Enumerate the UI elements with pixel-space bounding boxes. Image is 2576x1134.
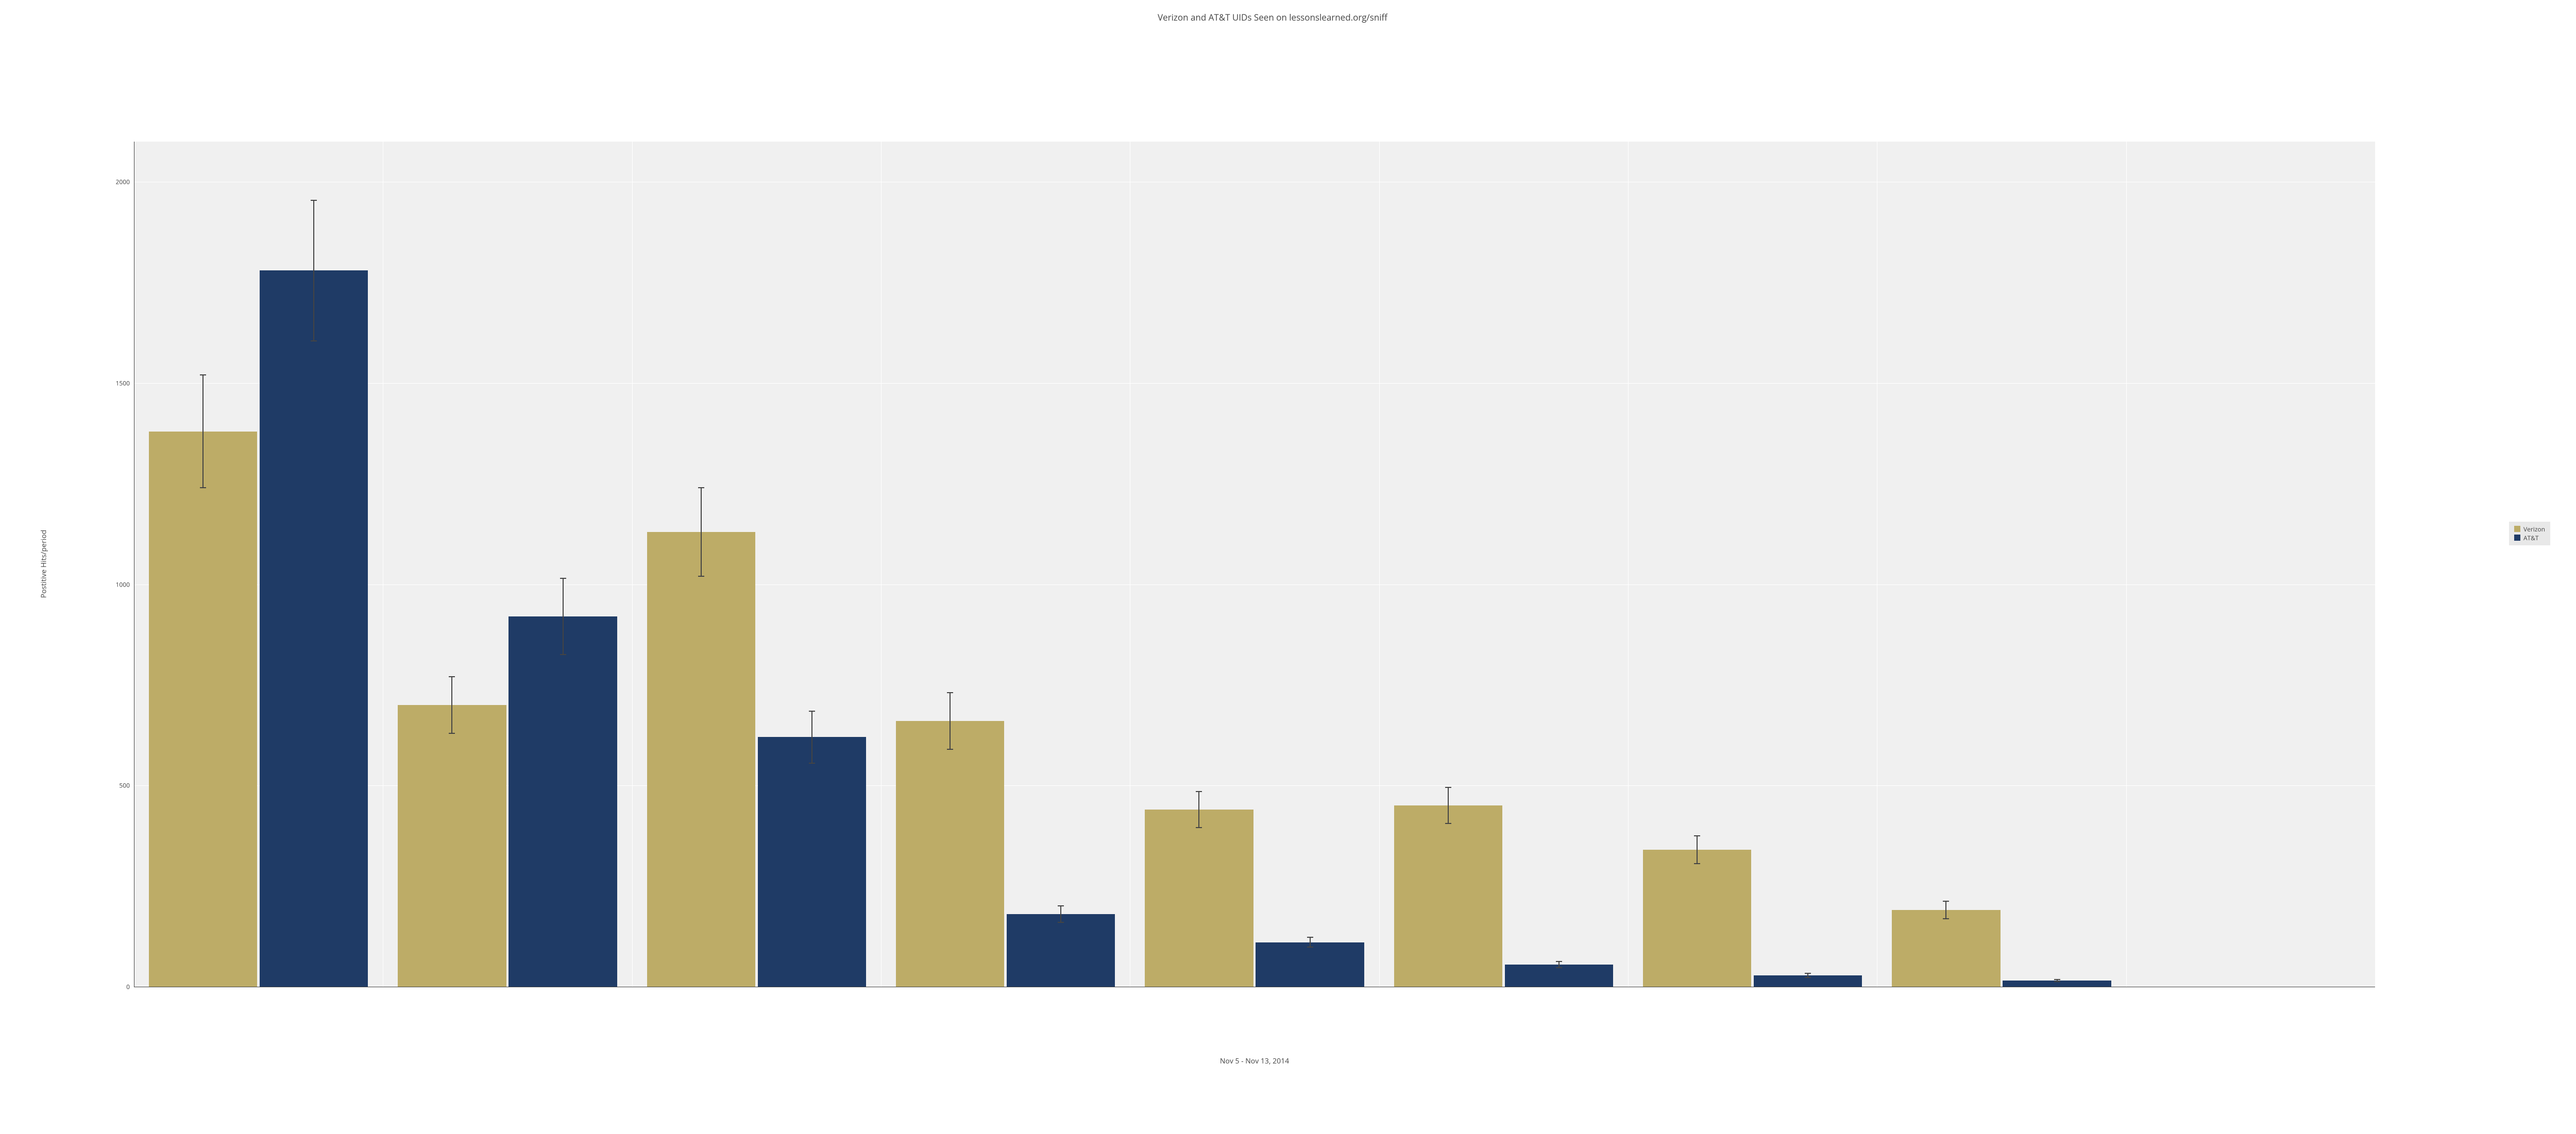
error-cap <box>809 711 815 712</box>
y-tick-label: 500 <box>119 781 134 790</box>
error-cap <box>311 200 317 201</box>
y-tick-label: 2000 <box>116 178 134 186</box>
error-cap <box>1445 823 1451 824</box>
error-cap <box>1196 827 1202 828</box>
error-cap <box>200 374 206 375</box>
error-cap <box>1058 905 1064 906</box>
error-bar <box>1198 792 1199 828</box>
gridline-vertical <box>881 142 882 986</box>
error-bar <box>451 677 452 733</box>
bar-verizon[interactable] <box>1145 810 1253 987</box>
y-tick-label: 0 <box>126 982 134 991</box>
gridline-vertical <box>2375 142 2376 986</box>
error-bar <box>202 375 204 488</box>
y-tick-label: 1000 <box>116 580 134 589</box>
error-cap <box>449 733 455 734</box>
bar-verizon[interactable] <box>1892 910 2000 986</box>
bar-att[interactable] <box>509 616 617 987</box>
legend-swatch <box>2514 526 2520 532</box>
error-cap <box>698 576 704 577</box>
bar-att[interactable] <box>758 737 866 986</box>
chart-container: Verizon and AT&T UIDs Seen on lessonslea… <box>0 0 2576 1134</box>
bar-verizon[interactable] <box>896 721 1004 987</box>
error-cap <box>2054 981 2060 982</box>
bar-verizon[interactable] <box>647 532 755 987</box>
error-bar <box>1448 787 1449 823</box>
legend-item[interactable]: Verizon <box>2514 525 2545 534</box>
error-cap <box>449 676 455 677</box>
error-cap <box>1943 918 1949 919</box>
error-bar <box>1060 906 1061 922</box>
error-bar <box>701 488 702 576</box>
error-bar <box>1697 836 1698 864</box>
y-tick-label: 1500 <box>116 379 134 387</box>
error-cap <box>947 749 953 750</box>
error-cap <box>1805 973 1811 974</box>
error-bar <box>563 578 564 655</box>
legend-label: AT&T <box>2523 534 2539 542</box>
gridline <box>134 383 2375 384</box>
error-cap <box>1694 835 1700 836</box>
error-cap <box>2054 979 2060 980</box>
error-cap <box>200 487 206 488</box>
bar-verizon[interactable] <box>398 705 506 987</box>
error-cap <box>947 692 953 693</box>
error-cap <box>560 578 566 579</box>
error-cap <box>311 340 317 341</box>
error-cap <box>698 487 704 488</box>
error-cap <box>1556 961 1562 962</box>
error-bar <box>811 711 812 764</box>
legend: VerizonAT&T <box>2509 522 2550 545</box>
error-bar <box>1945 901 1946 919</box>
error-bar <box>1310 937 1311 947</box>
bar-att[interactable] <box>1007 914 1115 987</box>
error-cap <box>1058 922 1064 923</box>
bar-verizon[interactable] <box>1394 805 1502 987</box>
error-cap <box>1445 787 1451 788</box>
error-cap <box>1307 937 1313 938</box>
error-cap <box>1307 947 1313 948</box>
error-cap <box>560 654 566 655</box>
chart-title: Verizon and AT&T UIDs Seen on lessonslea… <box>0 11 2545 23</box>
error-bar <box>313 200 314 341</box>
legend-swatch <box>2514 535 2520 541</box>
gridline-vertical <box>2126 142 2127 986</box>
bar-att[interactable] <box>1256 942 1364 987</box>
error-cap <box>1694 863 1700 864</box>
bar-verizon[interactable] <box>149 432 257 987</box>
error-bar <box>950 693 951 749</box>
error-cap <box>809 763 815 764</box>
gridline-vertical <box>632 142 633 986</box>
error-cap <box>1943 901 1949 902</box>
bar-att[interactable] <box>260 270 368 987</box>
error-cap <box>1556 967 1562 968</box>
error-cap <box>1196 791 1202 792</box>
gridline-vertical <box>1379 142 1380 986</box>
gridline-vertical <box>1628 142 1629 986</box>
error-cap <box>1805 977 1811 978</box>
plot-area: 0500100015002000 <box>134 142 2375 986</box>
x-axis-label: Nov 5 - Nov 13, 2014 <box>1220 1056 1289 1066</box>
legend-item[interactable]: AT&T <box>2514 534 2545 542</box>
y-axis-label: Postitive Hits/period <box>39 530 49 598</box>
legend-label: Verizon <box>2523 525 2545 534</box>
bar-verizon[interactable] <box>1643 850 1751 987</box>
